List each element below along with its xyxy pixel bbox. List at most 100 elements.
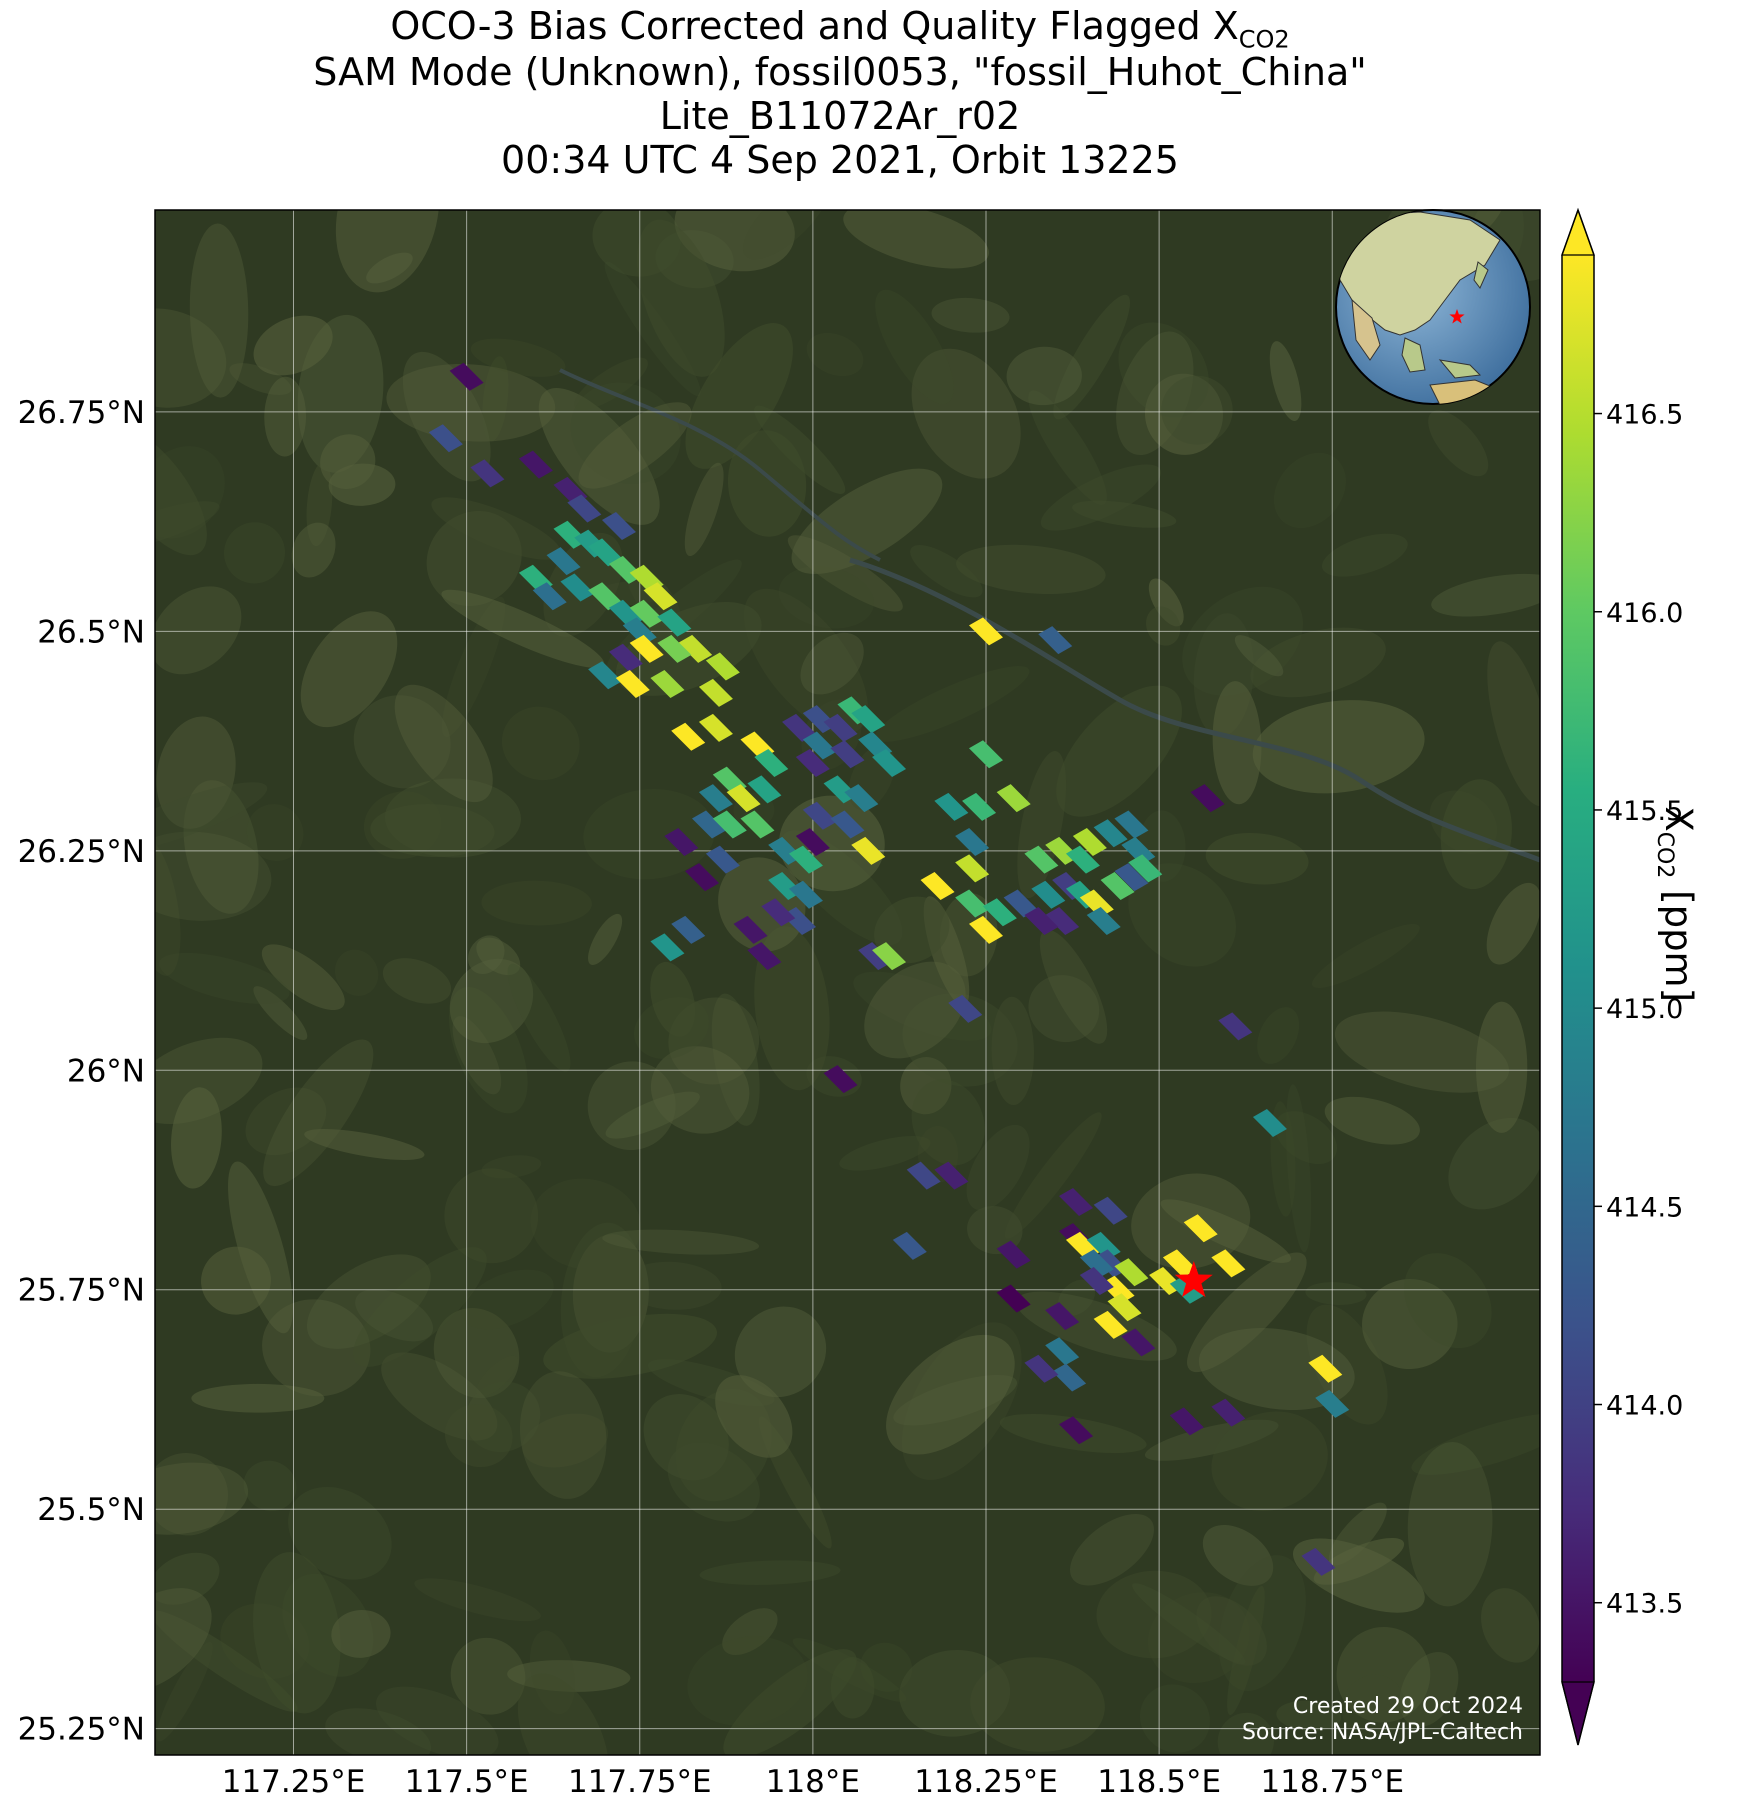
terrain-patch xyxy=(1039,929,1108,1044)
sounding-footprint xyxy=(470,459,505,488)
terrain-patch xyxy=(622,1261,722,1310)
terrain-patch xyxy=(450,1637,526,1715)
terrain-patch xyxy=(467,935,505,975)
sounding-footprint xyxy=(747,942,782,971)
terrain-patch xyxy=(335,210,440,293)
terrain-patch xyxy=(155,1552,220,1605)
colorbar-body xyxy=(1562,255,1594,1682)
sounding-footprint xyxy=(955,854,990,883)
sounding-footprint xyxy=(615,670,650,699)
sounding-footprint xyxy=(844,784,879,813)
terrain-patch xyxy=(1250,627,1386,698)
sounding-footprint xyxy=(823,1065,858,1094)
terrain-patch xyxy=(481,880,592,926)
globe-land-islands xyxy=(1438,359,1482,379)
terrain-patch xyxy=(452,1016,502,1095)
terrain-patch xyxy=(1292,1538,1425,1613)
terrain-patch xyxy=(1286,1084,1312,1253)
terrain-patch xyxy=(1118,322,1209,418)
lat-tick-label: 25.75°N xyxy=(18,1273,145,1309)
colorbar-tick-label: 414.5 xyxy=(1606,1192,1683,1223)
sounding-footprint xyxy=(622,617,657,646)
terrain-patch xyxy=(1128,863,1236,967)
credit-source: Source: NASA/JPL-Caltech xyxy=(1242,1720,1523,1745)
terrain-patch xyxy=(743,588,868,734)
terrain-patch xyxy=(1211,1411,1328,1512)
globe-land-india xyxy=(1351,298,1381,361)
terrain-patch xyxy=(1144,1419,1279,1461)
sounding-footprint xyxy=(955,889,990,918)
terrain-patch xyxy=(1096,1570,1212,1659)
sounding-footprint xyxy=(969,740,1003,769)
globe-land-sea xyxy=(1401,337,1426,373)
terrain-patch xyxy=(155,427,207,556)
sounding-footprint xyxy=(1121,836,1156,865)
terrain-patch xyxy=(261,944,345,1011)
sounding-footprint xyxy=(788,845,823,874)
terrain-patch xyxy=(956,544,1106,595)
terrain-patch xyxy=(886,1334,1015,1455)
sounding-footprint xyxy=(823,713,858,742)
terrain-patch xyxy=(386,364,556,442)
sounding-footprint xyxy=(518,450,553,479)
sounding-footprint xyxy=(1114,1258,1149,1287)
terrain-patch xyxy=(355,1289,434,1342)
terrain-patch xyxy=(711,993,760,1126)
terrain-patch xyxy=(155,308,227,408)
terrain-patch xyxy=(1411,1413,1540,1475)
terrain-patch xyxy=(461,1269,554,1330)
sounding-footprint xyxy=(712,810,747,839)
terrain-patch xyxy=(304,1129,425,1160)
sounding-footprint xyxy=(996,784,1031,813)
xco2-soundings xyxy=(428,362,1350,1576)
sounding-footprint xyxy=(851,705,886,734)
sounding-footprint xyxy=(795,828,830,857)
terrain-patch xyxy=(1336,1626,1431,1723)
sounding-footprint xyxy=(948,994,983,1023)
sounding-footprint xyxy=(705,652,740,681)
terrain-patch xyxy=(839,1136,931,1171)
terrain-patch xyxy=(754,926,830,1091)
sounding-footprint xyxy=(1059,1416,1094,1445)
sounding-footprint xyxy=(1301,1547,1336,1576)
sounding-footprint xyxy=(1079,1266,1114,1295)
terrain-texture xyxy=(155,210,1540,1755)
terrain-patch xyxy=(674,210,795,272)
colorbar-tick-label: 415.0 xyxy=(1606,994,1683,1025)
terrain-patch xyxy=(1187,1252,1307,1373)
terrain-patch xyxy=(1227,1585,1265,1716)
terrain-patch xyxy=(376,1686,499,1755)
sounding-footprint xyxy=(705,845,740,874)
globe-target-star-icon xyxy=(1449,309,1465,324)
colorbar-outline xyxy=(1561,207,1595,1746)
terrain-patch xyxy=(246,804,304,861)
terrain-patch xyxy=(1212,681,1262,805)
terrain-patch xyxy=(370,803,495,858)
terrain-patch xyxy=(264,376,307,457)
terrain-patch xyxy=(1341,1674,1405,1739)
terrain-patch xyxy=(1116,331,1194,456)
terrain-patch xyxy=(444,1404,513,1468)
terrain-patch xyxy=(155,1610,298,1712)
sounding-footprint xyxy=(962,792,997,821)
terrain-patch xyxy=(742,210,830,260)
terrain-patch xyxy=(1321,533,1408,577)
terrain-patch xyxy=(155,831,272,921)
terrain-patch xyxy=(1028,390,1107,505)
terrain-patch xyxy=(449,986,528,1114)
terrain-patch xyxy=(902,993,1018,1087)
lon-tick-label: 118.25°E xyxy=(914,1764,1058,1800)
sounding-footprint xyxy=(1308,1354,1343,1383)
sounding-footprint xyxy=(740,810,775,839)
terrain-patch xyxy=(931,297,1010,333)
sounding-footprint xyxy=(588,538,623,567)
sounding-footprint xyxy=(1114,810,1149,839)
sounding-footprint xyxy=(560,573,595,602)
terrain-patch xyxy=(560,1222,644,1378)
terrain-patch xyxy=(650,961,696,1037)
terrain-patch xyxy=(297,314,384,473)
sounding-footprint xyxy=(892,1231,927,1260)
terrain-patch xyxy=(156,1641,213,1742)
terrain-patch xyxy=(1274,1111,1338,1165)
terrain-patch xyxy=(444,1168,539,1264)
